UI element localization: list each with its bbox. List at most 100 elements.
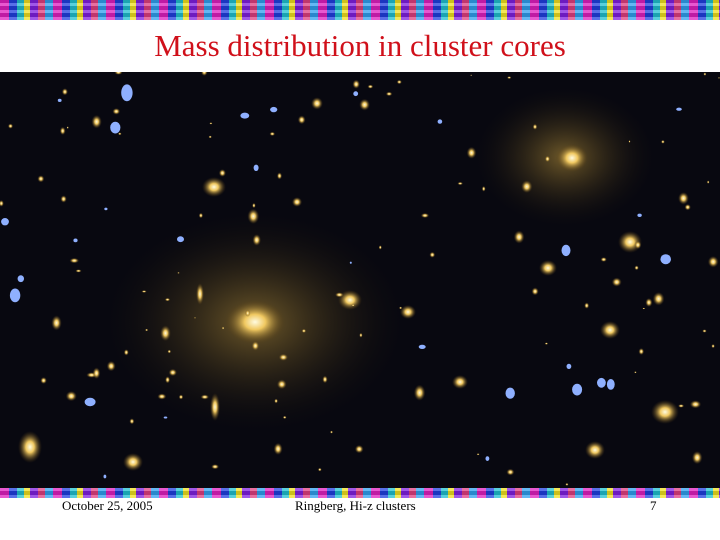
galaxy	[539, 260, 557, 276]
galaxy	[600, 257, 607, 262]
footer-center: Ringberg, Hi-z clusters	[295, 498, 416, 513]
galaxy	[7, 123, 14, 129]
galaxy	[164, 297, 171, 302]
galaxy	[0, 200, 4, 207]
galaxy	[209, 122, 213, 125]
galaxy	[112, 108, 121, 115]
galaxy	[145, 328, 149, 332]
galaxy	[57, 98, 62, 102]
galaxy	[706, 180, 710, 184]
galaxy	[276, 172, 283, 180]
galaxy	[167, 349, 172, 354]
galaxy	[420, 213, 430, 218]
galaxy	[157, 393, 167, 400]
galaxy	[211, 464, 220, 470]
galaxy	[91, 114, 102, 129]
galaxy	[59, 126, 66, 135]
galaxy	[335, 292, 344, 298]
galaxy	[291, 197, 303, 207]
galaxy	[276, 379, 287, 390]
galaxy	[218, 169, 226, 177]
galaxy	[178, 394, 184, 400]
galaxy	[418, 344, 426, 349]
galaxy	[65, 391, 77, 402]
galaxy	[17, 275, 24, 283]
galaxy	[651, 400, 679, 424]
galaxy	[597, 377, 606, 388]
galaxy	[628, 140, 631, 143]
galaxy	[645, 298, 653, 307]
galaxy	[202, 177, 226, 197]
galaxy	[61, 88, 68, 96]
galaxy	[661, 139, 665, 144]
galaxy	[678, 192, 689, 205]
galaxy	[322, 375, 328, 384]
galaxy	[485, 456, 490, 461]
galaxy	[385, 91, 393, 97]
galaxy	[200, 394, 210, 400]
galaxy	[354, 444, 364, 454]
galaxy	[301, 328, 307, 333]
galaxy	[556, 144, 588, 172]
galaxy	[225, 300, 285, 344]
cluster-image	[0, 72, 720, 488]
galaxy	[273, 442, 283, 455]
galaxy	[252, 202, 256, 209]
galaxy	[338, 290, 362, 310]
galaxy	[678, 404, 685, 408]
galaxy	[282, 415, 287, 419]
galaxy	[684, 204, 691, 211]
galaxy	[51, 315, 62, 331]
galaxy	[240, 112, 250, 119]
galaxy	[247, 208, 260, 224]
galaxy	[18, 431, 42, 463]
galaxy	[118, 132, 122, 136]
galaxy	[351, 304, 355, 307]
galaxy	[123, 453, 143, 471]
galaxy	[400, 305, 416, 319]
galaxy	[270, 106, 278, 113]
galaxy	[470, 74, 473, 76]
galaxy	[707, 256, 719, 268]
galaxy	[531, 287, 539, 296]
galaxy	[637, 213, 642, 217]
galaxy	[352, 79, 361, 89]
galaxy	[711, 344, 715, 349]
galaxy	[396, 79, 402, 85]
galaxy	[330, 430, 333, 434]
galaxy	[359, 332, 363, 338]
galaxy	[544, 155, 551, 163]
galaxy	[359, 98, 370, 111]
galaxy	[317, 467, 322, 472]
galaxy	[634, 371, 637, 374]
galaxy	[221, 326, 225, 330]
galaxy	[691, 451, 703, 465]
galaxy	[129, 418, 135, 425]
galaxy	[92, 367, 101, 380]
galaxy	[60, 195, 67, 203]
galaxy	[505, 387, 515, 399]
galaxy	[561, 244, 571, 257]
galaxy	[689, 400, 702, 409]
galaxy	[507, 76, 512, 79]
galaxy	[466, 146, 477, 159]
galaxy	[378, 245, 382, 250]
galaxy	[40, 377, 47, 384]
galaxy	[1, 218, 9, 226]
decorative-border	[0, 0, 720, 20]
galaxy	[177, 272, 180, 274]
galaxy	[457, 181, 464, 186]
galaxy	[413, 384, 426, 401]
galaxy	[652, 292, 665, 306]
galaxy	[84, 397, 96, 407]
galaxy	[106, 360, 116, 372]
galaxy	[69, 257, 80, 264]
galaxy	[634, 240, 642, 250]
galaxy	[196, 283, 204, 305]
galaxy	[638, 348, 645, 355]
slide-title: Mass distribution in cluster cores	[154, 28, 566, 63]
galaxy	[251, 340, 260, 351]
galaxy	[37, 175, 45, 183]
galaxy	[73, 238, 78, 243]
